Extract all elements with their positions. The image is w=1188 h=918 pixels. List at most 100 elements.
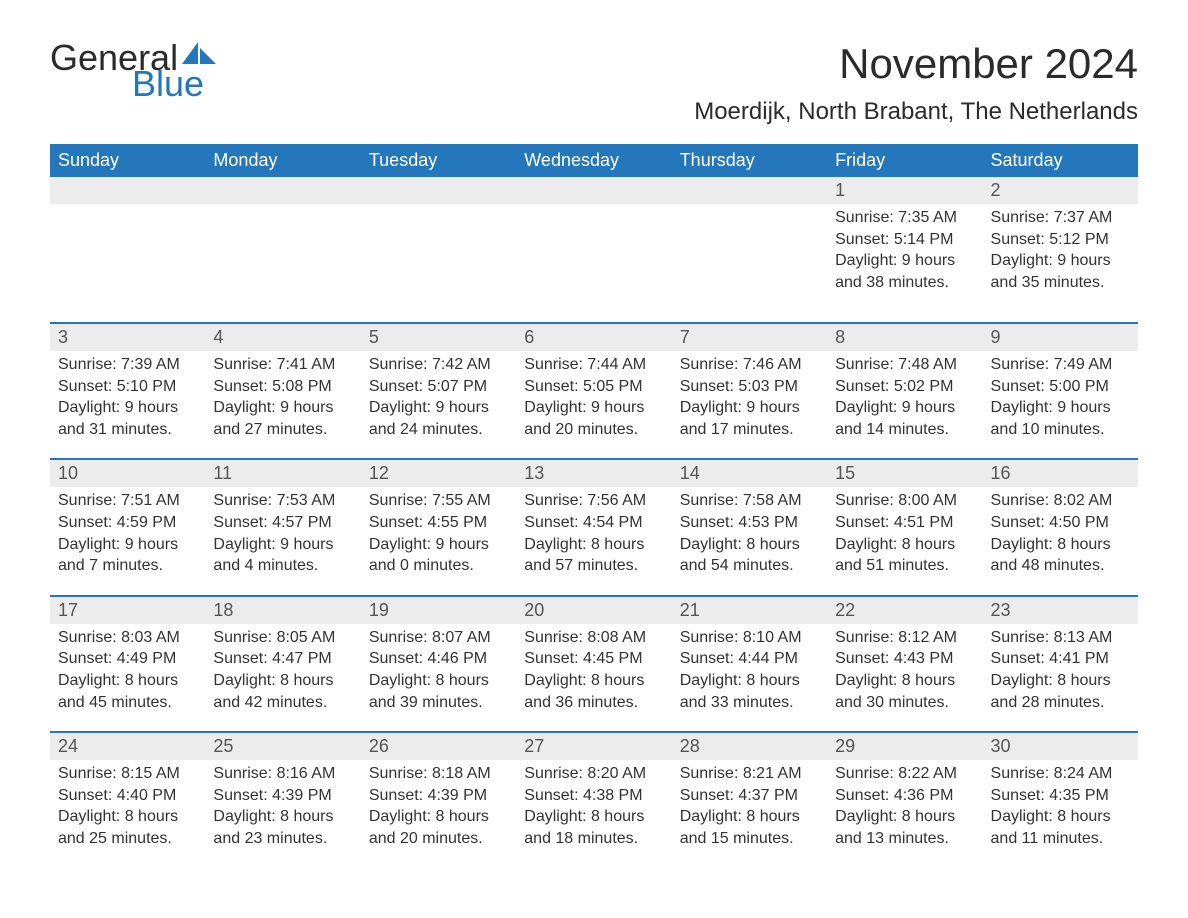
date-number: 25 — [205, 733, 360, 760]
sunrise-text: Sunrise: 7:37 AM — [991, 207, 1130, 229]
sunrise-text: Sunrise: 8:08 AM — [524, 627, 663, 649]
header: General Blue November 2024 Moerdijk, Nor… — [50, 40, 1138, 126]
day-info: Sunrise: 8:15 AMSunset: 4:40 PMDaylight:… — [50, 760, 205, 867]
sunrise-text: Sunrise: 8:07 AM — [369, 627, 508, 649]
daylight-text: Daylight: 9 hours and 20 minutes. — [524, 397, 663, 440]
daylight-text: Daylight: 8 hours and 54 minutes. — [680, 534, 819, 577]
sunrise-text: Sunrise: 8:12 AM — [835, 627, 974, 649]
sunset-text: Sunset: 5:05 PM — [524, 376, 663, 398]
day-info: Sunrise: 8:08 AMSunset: 4:45 PMDaylight:… — [516, 624, 671, 731]
date-number: 23 — [983, 597, 1138, 624]
date-number: 12 — [361, 460, 516, 487]
date-number: 28 — [672, 733, 827, 760]
daylight-text: Daylight: 8 hours and 15 minutes. — [680, 806, 819, 849]
day-info: Sunrise: 8:13 AMSunset: 4:41 PMDaylight:… — [983, 624, 1138, 731]
day-info: Sunrise: 8:02 AMSunset: 4:50 PMDaylight:… — [983, 487, 1138, 594]
date-number: 18 — [205, 597, 360, 624]
daylight-text: Daylight: 8 hours and 20 minutes. — [369, 806, 508, 849]
sunset-text: Sunset: 4:54 PM — [524, 512, 663, 534]
sunset-text: Sunset: 4:40 PM — [58, 785, 197, 807]
day-info: Sunrise: 8:21 AMSunset: 4:37 PMDaylight:… — [672, 760, 827, 867]
date-number: 3 — [50, 324, 205, 351]
title-block: November 2024 Moerdijk, North Brabant, T… — [694, 40, 1138, 126]
date-number — [50, 177, 205, 204]
sunset-text: Sunset: 4:57 PM — [213, 512, 352, 534]
sunset-text: Sunset: 4:44 PM — [680, 648, 819, 670]
daylight-text: Daylight: 8 hours and 36 minutes. — [524, 670, 663, 713]
date-number: 29 — [827, 733, 982, 760]
day-info-row: Sunrise: 7:39 AMSunset: 5:10 PMDaylight:… — [50, 351, 1138, 458]
day-info: Sunrise: 7:41 AMSunset: 5:08 PMDaylight:… — [205, 351, 360, 458]
sunset-text: Sunset: 4:39 PM — [213, 785, 352, 807]
day-info: Sunrise: 8:05 AMSunset: 4:47 PMDaylight:… — [205, 624, 360, 731]
dow-friday: Friday — [827, 144, 982, 177]
date-number: 19 — [361, 597, 516, 624]
sunset-text: Sunset: 4:59 PM — [58, 512, 197, 534]
sunrise-text: Sunrise: 8:21 AM — [680, 763, 819, 785]
sunrise-text: Sunrise: 8:10 AM — [680, 627, 819, 649]
daylight-text: Daylight: 8 hours and 48 minutes. — [991, 534, 1130, 577]
daylight-text: Daylight: 9 hours and 24 minutes. — [369, 397, 508, 440]
sunrise-text: Sunrise: 7:44 AM — [524, 354, 663, 376]
sunrise-text: Sunrise: 8:16 AM — [213, 763, 352, 785]
daylight-text: Daylight: 8 hours and 51 minutes. — [835, 534, 974, 577]
daylight-text: Daylight: 8 hours and 18 minutes. — [524, 806, 663, 849]
sunrise-text: Sunrise: 8:20 AM — [524, 763, 663, 785]
sunset-text: Sunset: 4:46 PM — [369, 648, 508, 670]
date-number: 22 — [827, 597, 982, 624]
daylight-text: Daylight: 8 hours and 28 minutes. — [991, 670, 1130, 713]
sunset-text: Sunset: 5:08 PM — [213, 376, 352, 398]
day-info-row: Sunrise: 8:03 AMSunset: 4:49 PMDaylight:… — [50, 624, 1138, 731]
sunrise-text: Sunrise: 7:53 AM — [213, 490, 352, 512]
date-number: 7 — [672, 324, 827, 351]
sunrise-text: Sunrise: 7:42 AM — [369, 354, 508, 376]
sunset-text: Sunset: 4:41 PM — [991, 648, 1130, 670]
daylight-text: Daylight: 8 hours and 11 minutes. — [991, 806, 1130, 849]
calendar-grid: Sunday Monday Tuesday Wednesday Thursday… — [50, 144, 1138, 868]
sunset-text: Sunset: 5:10 PM — [58, 376, 197, 398]
day-info-row: Sunrise: 8:15 AMSunset: 4:40 PMDaylight:… — [50, 760, 1138, 867]
sunrise-text: Sunrise: 7:35 AM — [835, 207, 974, 229]
sunrise-text: Sunrise: 8:00 AM — [835, 490, 974, 512]
sunrise-text: Sunrise: 7:48 AM — [835, 354, 974, 376]
sunset-text: Sunset: 4:39 PM — [369, 785, 508, 807]
daylight-text: Daylight: 8 hours and 45 minutes. — [58, 670, 197, 713]
sunrise-text: Sunrise: 7:41 AM — [213, 354, 352, 376]
date-number-row: 3456789 — [50, 322, 1138, 351]
sunrise-text: Sunrise: 8:22 AM — [835, 763, 974, 785]
sunrise-text: Sunrise: 7:58 AM — [680, 490, 819, 512]
sunrise-text: Sunrise: 8:05 AM — [213, 627, 352, 649]
daylight-text: Daylight: 9 hours and 35 minutes. — [991, 250, 1130, 293]
day-info: Sunrise: 8:20 AMSunset: 4:38 PMDaylight:… — [516, 760, 671, 867]
sunset-text: Sunset: 4:49 PM — [58, 648, 197, 670]
dow-saturday: Saturday — [983, 144, 1138, 177]
sunset-text: Sunset: 4:53 PM — [680, 512, 819, 534]
date-number: 9 — [983, 324, 1138, 351]
sunset-text: Sunset: 4:35 PM — [991, 785, 1130, 807]
day-info: Sunrise: 8:16 AMSunset: 4:39 PMDaylight:… — [205, 760, 360, 867]
day-info: Sunrise: 7:44 AMSunset: 5:05 PMDaylight:… — [516, 351, 671, 458]
day-info: Sunrise: 8:03 AMSunset: 4:49 PMDaylight:… — [50, 624, 205, 731]
day-of-week-header: Sunday Monday Tuesday Wednesday Thursday… — [50, 144, 1138, 177]
sunset-text: Sunset: 5:02 PM — [835, 376, 974, 398]
date-number: 20 — [516, 597, 671, 624]
date-number: 4 — [205, 324, 360, 351]
daylight-text: Daylight: 9 hours and 0 minutes. — [369, 534, 508, 577]
date-number: 11 — [205, 460, 360, 487]
date-number: 21 — [672, 597, 827, 624]
day-info: Sunrise: 7:42 AMSunset: 5:07 PMDaylight:… — [361, 351, 516, 458]
date-number: 15 — [827, 460, 982, 487]
sunset-text: Sunset: 4:50 PM — [991, 512, 1130, 534]
week-row: 17181920212223Sunrise: 8:03 AMSunset: 4:… — [50, 595, 1138, 731]
date-number-row: 24252627282930 — [50, 731, 1138, 760]
sunset-text: Sunset: 4:45 PM — [524, 648, 663, 670]
daylight-text: Daylight: 9 hours and 31 minutes. — [58, 397, 197, 440]
daylight-text: Daylight: 9 hours and 27 minutes. — [213, 397, 352, 440]
date-number: 30 — [983, 733, 1138, 760]
week-row: 12Sunrise: 7:35 AMSunset: 5:14 PMDayligh… — [50, 177, 1138, 322]
sunrise-text: Sunrise: 7:46 AM — [680, 354, 819, 376]
sunset-text: Sunset: 4:38 PM — [524, 785, 663, 807]
day-info — [205, 204, 360, 322]
daylight-text: Daylight: 8 hours and 13 minutes. — [835, 806, 974, 849]
sunset-text: Sunset: 5:14 PM — [835, 229, 974, 251]
